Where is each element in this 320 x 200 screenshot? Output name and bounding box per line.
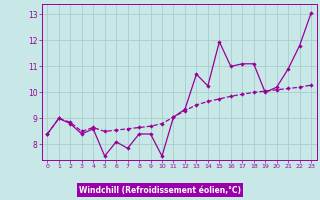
Text: Windchill (Refroidissement éolien,°C): Windchill (Refroidissement éolien,°C)	[79, 186, 241, 194]
